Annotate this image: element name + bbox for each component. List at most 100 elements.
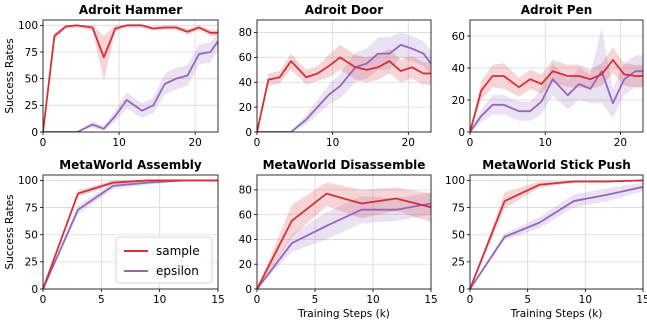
series-band-epsilon [470,28,643,132]
y-tick-label: 60 [239,52,252,64]
x-tick-label: 20 [614,137,627,149]
y-tick-label: 60 [239,209,252,221]
x-axis-label: Training Steps (k) [297,308,390,320]
y-tick-label: 20 [452,95,465,107]
plot-area [43,24,218,132]
y-axis-label: Success Rates [4,38,16,113]
series-band-epsilon [43,180,218,289]
panel-title: MetaWorld Stick Push [482,158,631,172]
plot-area [257,182,431,289]
y-tick-label: 20 [239,259,252,271]
series-line-sample [470,59,643,132]
legend: sample epsilon [115,236,213,284]
series-band-sample [257,44,431,132]
x-tick-label: 0 [467,137,474,149]
y-tick-label: 0 [245,284,252,296]
panel-adroit-door: 0 10 20 0 20 40 60 80 Adroit Door [239,3,432,149]
x-tick-label: 10 [539,137,552,149]
x-tick-label: 0 [40,137,47,149]
plot-area [43,179,218,289]
panel-title: Adroit Pen [521,3,593,17]
series-line-sample [43,24,218,132]
y-tick-label: 0 [31,284,38,296]
plot-area [470,179,643,289]
x-tick-label: 20 [188,137,201,149]
plot-frame [256,174,432,290]
series-line-epsilon [257,43,431,132]
y-tick-label: 100 [18,20,38,32]
plot-frame [469,19,644,133]
series-line-epsilon [257,202,431,289]
x-tick-label: 5 [524,294,531,306]
legend-label-epsilon: epsilon [156,264,199,278]
x-tick-label: 0 [467,294,474,306]
y-tick-label: 25 [452,257,465,269]
y-axis-label: Success Rates [4,194,16,269]
y-tick-label: 75 [25,202,38,214]
x-tick-label: 10 [579,294,592,306]
x-tick-label: 0 [254,137,261,149]
plot-frame [42,174,219,290]
series-band-epsilon [43,33,218,132]
panel-metaworld-stick-push: 0 5 10 15 0 25 50 75 100 MetaWorld Stick Push Trai… [445,158,647,320]
plot-area [470,28,643,132]
y-tick-label: 0 [31,127,38,139]
y-tick-label: 50 [25,230,38,242]
series-band-epsilon [470,182,643,289]
x-tick-label: 15 [636,294,647,306]
plot-frame [42,19,219,133]
panel-adroit-pen: 0 10 20 0 20 40 60 Adroit Pen [452,3,644,149]
y-tick-label: 100 [18,175,38,187]
x-tick-label: 15 [424,294,437,306]
y-tick-label: 0 [458,127,465,139]
y-tick-label: 100 [445,175,465,187]
x-tick-label: 5 [98,294,105,306]
series-line-sample [257,56,431,132]
legend-label-sample: sample [156,244,200,258]
x-tick-label: 10 [153,294,166,306]
plot-frame [469,174,644,290]
y-tick-label: 25 [25,257,38,269]
series-band-sample [470,47,643,132]
y-tick-label: 20 [239,102,252,114]
y-tick-label: 75 [452,202,465,214]
x-tick-label: 0 [40,294,47,306]
series-line-epsilon [43,40,218,132]
plot-area [257,32,431,132]
series-line-epsilon [470,70,643,132]
y-tick-label: 40 [452,63,465,75]
panel-title: Adroit Door [305,3,384,17]
panel-metaworld-assembly: 0 5 10 15 0 25 50 75 100 MetaWorld Assembly Succes… [4,158,225,306]
y-tick-label: 25 [25,100,38,112]
y-tick-label: 50 [452,230,465,242]
x-tick-label: 20 [402,137,415,149]
y-tick-label: 50 [25,73,38,85]
panel-adroit-hammer: 0 10 20 0 25 50 75 100 Adroit Hammer Success Rate… [4,3,219,149]
x-tick-label: 0 [254,294,261,306]
y-tick-label: 60 [452,31,465,43]
panel-title: MetaWorld Assembly [59,158,202,172]
x-tick-label: 10 [112,137,125,149]
y-tick-label: 40 [239,234,252,246]
y-tick-label: 40 [239,77,252,89]
series-line-sample [257,192,431,289]
panel-title: MetaWorld Disassemble [263,158,426,172]
x-axis-label: Training Steps (k) [510,308,603,320]
x-tick-label: 15 [211,294,224,306]
y-tick-label: 0 [245,127,252,139]
x-tick-label: 10 [326,137,339,149]
plot-frame [256,19,432,133]
series-line-sample [43,179,218,289]
panel-metaworld-disassemble: 0 5 10 15 0 20 40 60 80 MetaWorld Disassemble Trai… [239,158,438,320]
y-tick-label: 0 [458,284,465,296]
series-line-epsilon [470,186,643,289]
series-band-epsilon [257,192,431,289]
x-tick-label: 5 [312,294,319,306]
panel-title: Adroit Hammer [79,3,182,17]
y-tick-label: 80 [239,27,252,39]
x-tick-label: 10 [366,294,379,306]
y-tick-label: 80 [239,185,252,197]
y-tick-label: 75 [25,47,38,59]
series-line-sample [470,179,643,289]
